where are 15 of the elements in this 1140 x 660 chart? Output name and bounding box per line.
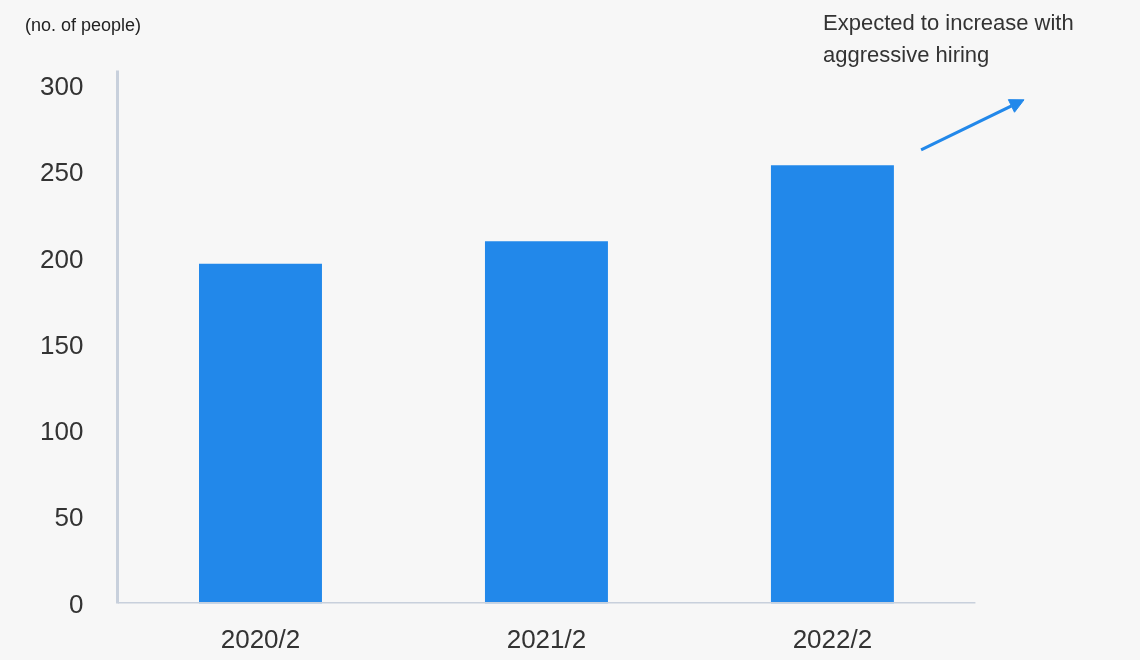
- text: Expected to increase with aggressive hiring: [823, 9, 1074, 69]
- y-tick-label: 50: [54, 502, 84, 533]
- y-tick-label: 300: [40, 71, 84, 102]
- y-tick-label: 150: [40, 329, 84, 360]
- x-tick-label: 2022/2: [792, 623, 873, 654]
- y-tick-label: 200: [40, 243, 84, 274]
- x-tick-label: 2020/2: [220, 623, 301, 654]
- bar: [484, 241, 608, 604]
- bar: [770, 165, 894, 604]
- x-tick-label: 2021/2: [506, 623, 587, 654]
- y-tick-label: 100: [40, 416, 84, 447]
- y-axis-title: (no. of people): [25, 14, 142, 37]
- bar: [199, 263, 322, 604]
- y-tick-label: 0: [69, 588, 84, 619]
- y-tick-label: 250: [40, 157, 84, 188]
